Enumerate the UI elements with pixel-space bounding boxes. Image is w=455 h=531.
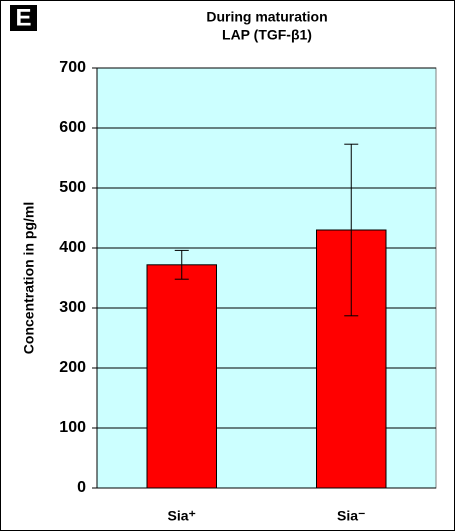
panel-label: E: [15, 4, 31, 31]
x-tick-label: Sia⁺: [168, 508, 196, 524]
chart-title: LAP (TGF-β1): [222, 27, 312, 43]
y-tick-label: 500: [59, 179, 86, 196]
y-tick-label: 300: [59, 299, 86, 316]
y-tick-label: 0: [77, 479, 86, 496]
chart-title: During maturation: [206, 9, 327, 25]
x-tick-label: Sia⁻: [337, 508, 365, 524]
y-tick-label: 100: [59, 419, 86, 436]
y-tick-label: 400: [59, 239, 86, 256]
bar: [146, 264, 217, 489]
y-tick-label: 200: [59, 359, 86, 376]
y-tick-label: 600: [59, 119, 86, 136]
y-axis-label: Concentration in pg/ml: [21, 202, 37, 354]
y-tick-label: 700: [59, 59, 86, 76]
panel-label-box: [10, 5, 37, 31]
